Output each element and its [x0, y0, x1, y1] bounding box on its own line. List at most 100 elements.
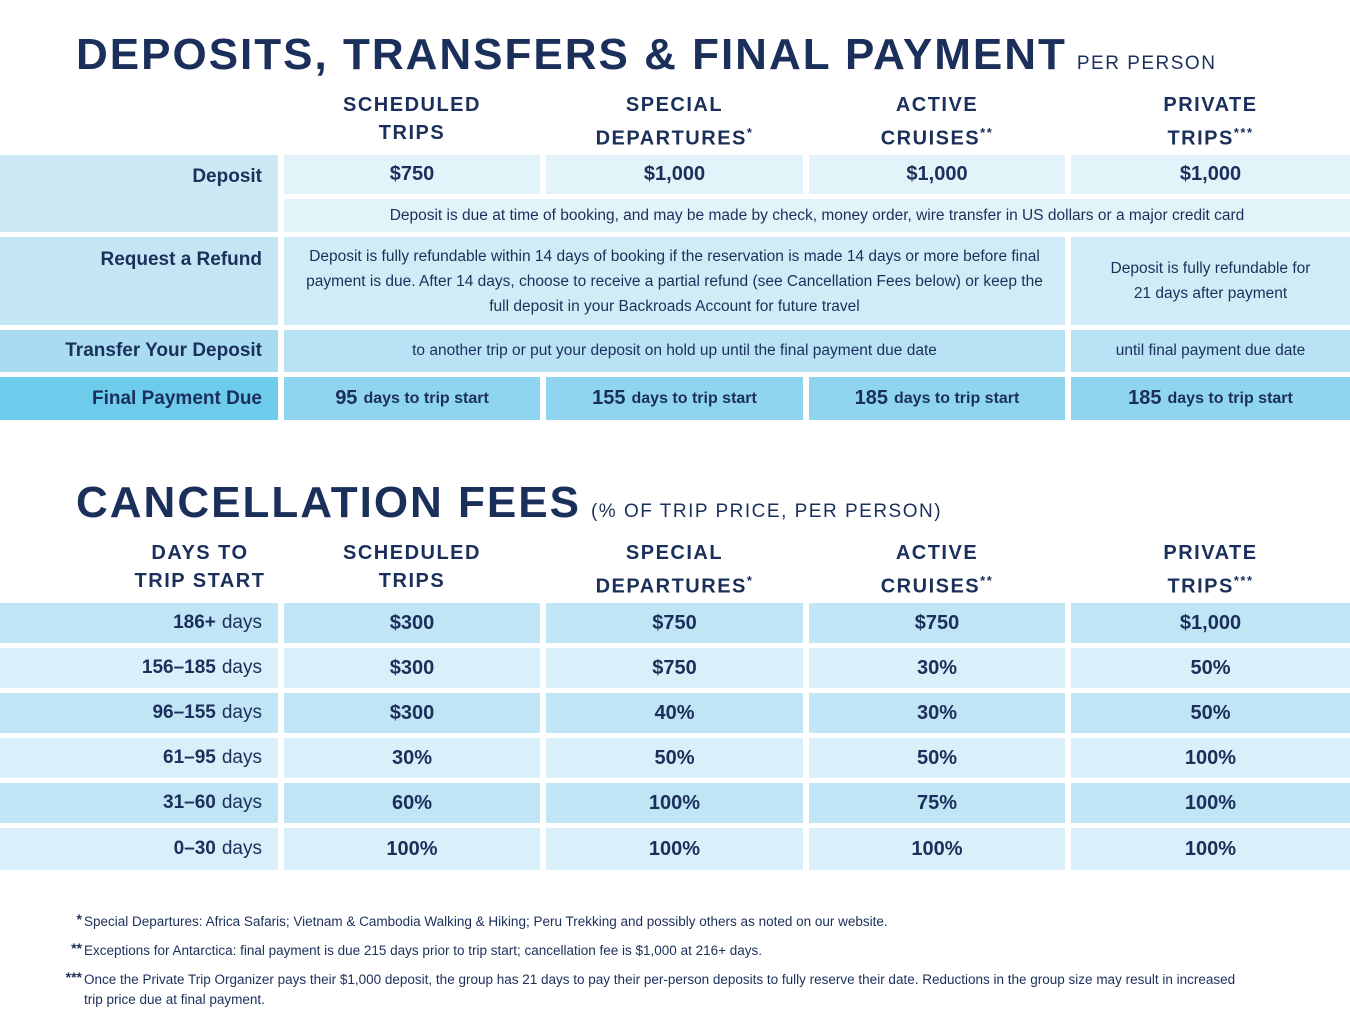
row-label: Transfer Your Deposit — [0, 330, 278, 372]
range-text: 61–95 — [163, 747, 216, 768]
paragraph: Deposit is fully refundable for 21 days … — [1110, 260, 1311, 302]
range-unit: days — [221, 747, 262, 768]
value-text: $750 — [389, 163, 435, 185]
column-header: SPECIAL DEPARTURES* — [546, 539, 803, 601]
header-mark: *** — [1233, 125, 1254, 140]
fee-value: 50% — [809, 738, 1065, 778]
refund-text: Deposit is fully refundable within 14 da… — [284, 237, 1065, 325]
header-line: TRIPS — [378, 570, 446, 592]
fee-value: 100% — [809, 828, 1065, 870]
header-line: CRUISES — [880, 127, 981, 150]
column-header: DAYS TO TRIP START — [110, 539, 290, 595]
row-label-text: Final Payment Due — [92, 387, 262, 409]
final-payment-value: 185 days to trip start — [809, 377, 1065, 420]
value-text: $750 — [652, 656, 697, 679]
value-text: $300 — [389, 701, 435, 724]
row-label-text: Request a Refund — [100, 249, 262, 270]
header-mark: ** — [980, 573, 994, 588]
header-line: SPECIAL — [625, 542, 724, 564]
header-line: CRUISES — [880, 575, 981, 598]
row-label-text: Transfer Your Deposit — [65, 340, 262, 361]
value-text: $1,000 — [906, 163, 968, 185]
fee-value: 60% — [284, 783, 540, 823]
header-line: TRIPS — [378, 122, 446, 144]
range-text: 156–185 — [141, 657, 216, 678]
days-number: 185 — [854, 387, 888, 409]
footnote-text: Exceptions for Antarctica: final payment… — [84, 943, 763, 958]
header-line: PRIVATE — [1163, 542, 1258, 564]
header-mark: *** — [1233, 573, 1254, 588]
column-header: SPECIAL DEPARTURES* — [546, 91, 803, 153]
row-label: Final Payment Due — [0, 377, 278, 420]
range-text: 96–155 — [152, 702, 216, 723]
fee-value: $750 — [546, 648, 803, 688]
days-number: 185 — [1128, 387, 1162, 409]
transfer-private: until final payment due date — [1071, 330, 1350, 372]
value-text: 50% — [916, 746, 958, 769]
row-label: 156–185 days — [0, 648, 278, 688]
header-line: ACTIVE — [895, 542, 979, 564]
fee-value: $300 — [284, 603, 540, 643]
transfer-text: to another trip or put your deposit on h… — [284, 330, 1065, 372]
header-mark: * — [746, 573, 754, 588]
days-unit: days to trip start — [1167, 389, 1293, 407]
row-label: 96–155 days — [0, 693, 278, 733]
value-text: 30% — [391, 746, 433, 769]
range-unit: days — [221, 792, 262, 813]
value-text: 40% — [654, 701, 695, 724]
range-text: 186+ — [173, 612, 216, 633]
value-text: 100% — [911, 837, 963, 860]
header-line: DEPARTURES — [595, 127, 747, 150]
title-text: DEPOSITS, TRANSFERS & FINAL PAYMENT — [76, 30, 1067, 79]
row-label: 0–30 days — [0, 828, 278, 870]
deposit-value: $1,000 — [546, 155, 803, 194]
header-line: DAYS TO — [151, 542, 249, 564]
row-label: 61–95 days — [0, 738, 278, 778]
header-line: ACTIVE — [895, 94, 979, 116]
value-text: 100% — [1184, 791, 1237, 814]
range-unit: days — [221, 657, 262, 678]
value-text: 60% — [391, 791, 433, 814]
days-unit: days to trip start — [894, 389, 1020, 407]
paragraph: Deposit is fully refundable within 14 da… — [306, 247, 1043, 315]
fee-value: $750 — [546, 603, 803, 643]
fee-value: $300 — [284, 693, 540, 733]
range-unit: days — [221, 612, 262, 633]
column-header: SCHEDULED TRIPS — [284, 91, 540, 147]
footnote-mark: *** — [65, 969, 82, 985]
footnote-mark: * — [76, 911, 82, 927]
value-text: 30% — [916, 656, 958, 679]
deposit-value: $1,000 — [809, 155, 1065, 194]
row-label: 186+ days — [0, 603, 278, 643]
paragraph: until final payment due date — [1115, 342, 1306, 359]
value-text: 50% — [1190, 701, 1231, 724]
final-payment-value: 95 days to trip start — [284, 377, 540, 420]
column-header: PRIVATE TRIPS*** — [1071, 91, 1350, 153]
value-text: 100% — [1184, 837, 1237, 860]
fee-value: 100% — [1071, 783, 1350, 823]
footnote-mark: ** — [71, 940, 82, 956]
value-text: $750 — [652, 611, 697, 634]
column-header: ACTIVE CRUISES** — [809, 539, 1065, 601]
column-header: ACTIVE CRUISES** — [809, 91, 1065, 153]
value-text: 100% — [648, 791, 701, 814]
row-label: Request a Refund — [0, 237, 278, 325]
fee-value: 30% — [809, 648, 1065, 688]
paragraph: to another trip or put your deposit on h… — [412, 342, 937, 359]
value-text: 100% — [386, 837, 438, 860]
fee-value: 30% — [809, 693, 1065, 733]
deposit-value: $750 — [284, 155, 540, 194]
value-text: 100% — [648, 837, 701, 860]
days-unit: days to trip start — [363, 389, 489, 407]
section-title: CANCELLATION FEES (% OF TRIP PRICE, PER P… — [76, 478, 942, 528]
deposit-value: $1,000 — [1071, 155, 1350, 194]
refund-private: Deposit is fully refundable for 21 days … — [1071, 237, 1350, 325]
footnote-text: Once the Private Trip Organizer pays the… — [84, 972, 1236, 1007]
column-header: SCHEDULED TRIPS — [284, 539, 540, 595]
range-text: 0–30 — [173, 838, 216, 859]
header-line: TRIPS — [1167, 575, 1234, 598]
fee-value: 100% — [1071, 738, 1350, 778]
column-header: PRIVATE TRIPS*** — [1071, 539, 1350, 601]
header-line: TRIP START — [134, 570, 266, 592]
fee-value: 30% — [284, 738, 540, 778]
